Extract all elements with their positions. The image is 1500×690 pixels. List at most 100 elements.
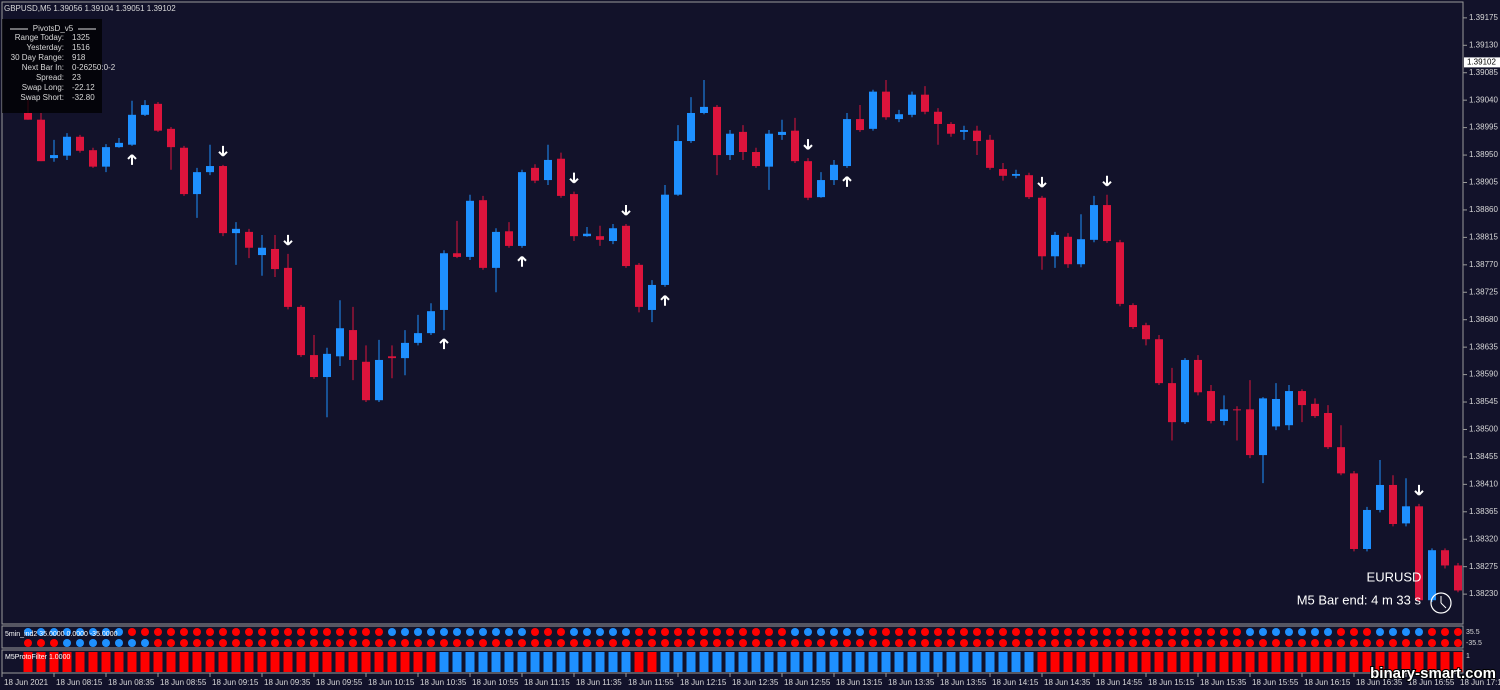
indicator-dot — [206, 639, 214, 647]
indicator-bar — [1050, 652, 1060, 672]
candle-body — [115, 142, 123, 148]
indicator-bar — [725, 652, 735, 672]
x-tick-label: 18 Jun 10:15 — [368, 678, 415, 687]
indicator-dot — [453, 628, 461, 636]
indicator-dot — [414, 628, 422, 636]
candle-body — [791, 130, 799, 162]
x-tick-label: 18 Jun 12:15 — [680, 678, 727, 687]
y-tick-label: 1.38680 — [1469, 315, 1498, 324]
indicator-dot — [921, 628, 929, 636]
x-tick-label: 18 Jun 15:15 — [1148, 678, 1195, 687]
indicator-bar — [1193, 652, 1203, 672]
x-tick-label: 18 Jun 08:15 — [56, 678, 103, 687]
indicator-dot — [1051, 628, 1059, 636]
candle-body — [1038, 197, 1046, 257]
indicator-bar — [582, 652, 592, 672]
candle-body — [1376, 484, 1384, 510]
indicator-dot — [1142, 628, 1150, 636]
info-label: Swap Long: — [22, 83, 64, 92]
signal-arrow — [1414, 484, 1424, 496]
indicator-dot — [713, 639, 721, 647]
indicator-bar — [1414, 652, 1424, 672]
x-tick-label: 18 Jun 2021 — [4, 678, 49, 687]
indicator-dot — [1155, 628, 1163, 636]
candle-body — [1259, 398, 1267, 456]
candle-body — [336, 328, 344, 357]
indicator-bar — [1011, 652, 1021, 672]
indicator-dot — [1090, 639, 1098, 647]
indicator-bar — [1258, 652, 1268, 672]
x-tick-label: 18 Jun 09:55 — [316, 678, 363, 687]
indicator-bar — [1349, 652, 1359, 672]
indicator-dot — [271, 628, 279, 636]
candle-body — [1402, 506, 1410, 524]
indicator-bar — [1271, 652, 1281, 672]
candle-body — [245, 231, 253, 248]
indicator-bar — [933, 652, 943, 672]
indicator-dot — [284, 639, 292, 647]
info-value: 0-26250:0-2 — [72, 63, 116, 72]
indicator-dot — [1207, 628, 1215, 636]
indicator-dot — [479, 628, 487, 636]
indicator-bar — [1245, 652, 1255, 672]
indicator-bar — [491, 652, 501, 672]
indicator-dot — [765, 639, 773, 647]
candle-body — [1246, 409, 1254, 456]
candle-body — [1129, 305, 1137, 328]
indicator-dot — [1298, 628, 1306, 636]
candle-body — [453, 253, 461, 257]
indicator-dot — [895, 628, 903, 636]
indicator-dot — [1363, 628, 1371, 636]
indicator-dot — [843, 639, 851, 647]
candle-body — [50, 155, 58, 159]
x-tick-label: 18 Jun 09:35 — [264, 678, 311, 687]
indicator-dot — [739, 628, 747, 636]
y-tick-label: 1.38365 — [1469, 507, 1498, 516]
indicator-bar — [192, 652, 202, 672]
indicator-bar — [894, 652, 904, 672]
indicator-bar — [595, 652, 605, 672]
candle-body — [713, 106, 721, 156]
y-tick-label: 1.38320 — [1469, 534, 1498, 543]
indicator-dot — [895, 639, 903, 647]
indicator-dot — [531, 628, 539, 636]
indicator-dot — [635, 628, 643, 636]
indicator-dot — [401, 639, 409, 647]
signal-arrow — [803, 139, 813, 150]
x-tick-label: 18 Jun 12:35 — [732, 678, 779, 687]
indicator-dot — [1168, 628, 1176, 636]
indicator-dot — [700, 639, 708, 647]
indicator-dot — [505, 628, 513, 636]
y-tick-label: 1.38545 — [1469, 397, 1498, 406]
indicator-dot — [349, 628, 357, 636]
candle-body — [193, 172, 201, 195]
candle-body — [76, 136, 84, 151]
current-price-box — [1464, 57, 1500, 68]
x-tick-label: 18 Jun 17:1 — [1460, 678, 1500, 687]
indicator-dot — [1350, 639, 1358, 647]
signal-arrow — [283, 234, 293, 246]
indicator-bar — [972, 652, 982, 672]
candle-body — [986, 139, 994, 168]
indicator-dot — [128, 639, 136, 647]
indicator-bar — [465, 652, 475, 672]
indicator-bar — [140, 652, 150, 672]
bar-end-timer: M5 Bar end: 4 m 33 s — [1297, 592, 1422, 607]
candle-body — [206, 166, 214, 173]
indicator-dot — [180, 639, 188, 647]
candle-body — [1454, 565, 1462, 591]
candle-body — [1311, 403, 1319, 417]
x-tick-label: 18 Jun 13:35 — [888, 678, 935, 687]
indicator-dot — [1194, 628, 1202, 636]
indicator-bar — [1063, 652, 1073, 672]
info-title: PivotsD_v5 — [33, 24, 74, 33]
indicator-bar — [101, 652, 111, 672]
indicator-bar — [1336, 652, 1346, 672]
candle-body — [284, 267, 292, 307]
candle-body — [1350, 473, 1358, 549]
indicator-dot — [1142, 639, 1150, 647]
indicator-bar — [335, 652, 345, 672]
info-rows: Range Today: 1325 Yesterday: 1516 30 Day Ran… — [11, 33, 116, 102]
x-tick-label: 18 Jun 14:15 — [992, 678, 1039, 687]
signal-arrow — [1037, 176, 1047, 188]
